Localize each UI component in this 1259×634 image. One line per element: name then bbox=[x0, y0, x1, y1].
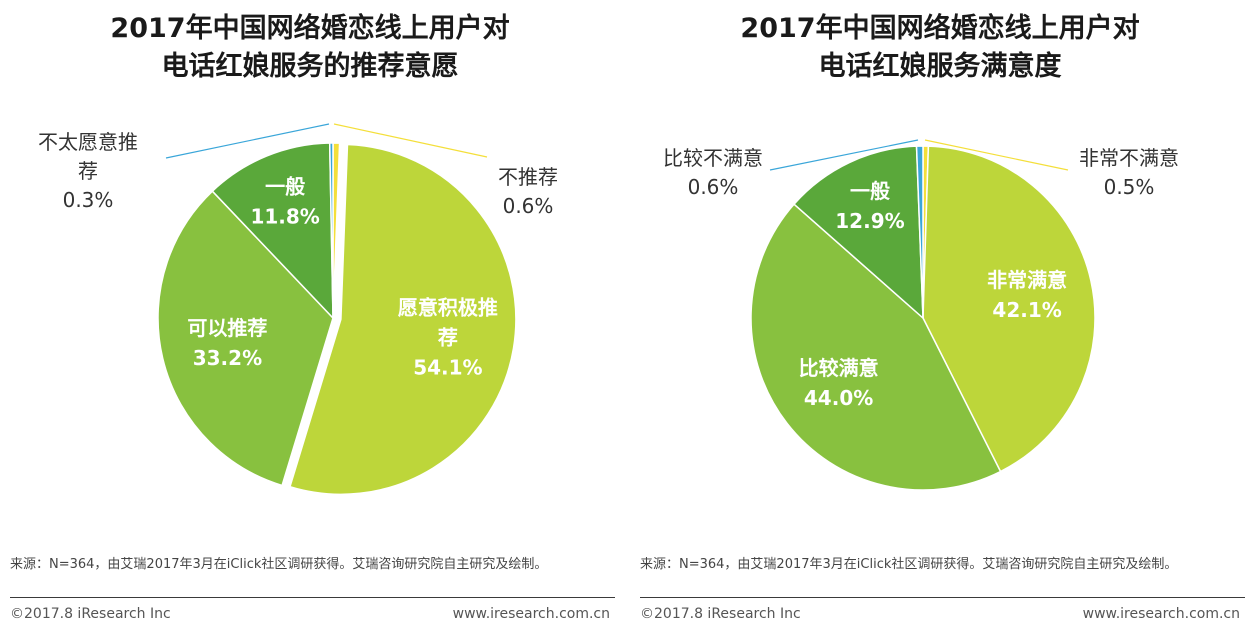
footer-divider bbox=[10, 597, 615, 598]
source-note: 来源：N=364，由艾瑞2017年3月在iClick社区调研获得。艾瑞咨询研究院… bbox=[10, 557, 548, 572]
copyright-text: ©2017.8 iResearch Inc bbox=[640, 606, 801, 622]
slice-label-0: 不推荐 0.6% bbox=[498, 165, 558, 218]
slice-label-3: 一般 11.8% bbox=[250, 174, 319, 228]
website-link[interactable]: www.iresearch.com.cn bbox=[452, 606, 610, 622]
pie-slice-3 bbox=[211, 142, 334, 320]
pie-slice-0 bbox=[332, 142, 341, 319]
slice-label-1: 非常满意 42.1% bbox=[987, 268, 1067, 322]
chart-panel-recommend: 2017年中国网络婚恋线上用户对 电话红娘服务的推荐意愿 不推荐 0.6% 愿意积极… bbox=[0, 0, 629, 634]
slice-label-2: 比较满意 44.0% bbox=[799, 356, 879, 410]
chart-title-line1: 2017年中国网络婚恋线上用户对 bbox=[110, 13, 510, 44]
chart-title-line1: 2017年中国网络婚恋线上用户对 bbox=[740, 13, 1140, 44]
leader-line-0 bbox=[333, 123, 488, 158]
pie-chart-recommend: 不推荐 0.6% 愿意积极推荐 54.1% 可以推荐 33.2% 一般 11.8% 不太愿意推荐… bbox=[38, 123, 558, 496]
pie-slice-4 bbox=[328, 142, 334, 319]
slice-label-4: 不太愿意推荐 0.3% bbox=[38, 130, 138, 212]
pie-slice-1 bbox=[922, 145, 1096, 473]
slice-label-0: 非常不满意 0.5% bbox=[1079, 146, 1179, 199]
leader-line-4 bbox=[769, 139, 919, 171]
website-link[interactable]: www.iresearch.com.cn bbox=[1082, 606, 1240, 622]
chart-title: 2017年中国网络婚恋线上用户对 电话红娘服务满意度 bbox=[630, 10, 1250, 86]
pie-slice-3 bbox=[793, 145, 924, 320]
chart-title-line2: 电话红娘服务的推荐意愿 bbox=[161, 51, 459, 82]
slice-label-1: 愿意积极推荐 54.1% bbox=[398, 295, 498, 379]
chart-title: 2017年中国网络婚恋线上用户对 电话红娘服务的推荐意愿 bbox=[0, 10, 620, 86]
slice-label-4: 比较不满意 0.6% bbox=[663, 146, 763, 199]
pie-slice-1 bbox=[289, 143, 517, 496]
pie-slice-2 bbox=[157, 190, 334, 487]
chart-panel-satisfaction: 2017年中国网络婚恋线上用户对 电话红娘服务满意度 非常不满意 0.5% 非常满意… bbox=[630, 0, 1259, 634]
chart-title-line2: 电话红娘服务满意度 bbox=[818, 51, 1062, 82]
copyright-text: ©2017.8 iResearch Inc bbox=[10, 606, 171, 622]
leader-line-4 bbox=[165, 123, 330, 159]
pie-chart-satisfaction: 非常不满意 0.5% 非常满意 42.1% 比较满意 44.0% 一般 12.9% 比较不满意 0… bbox=[663, 139, 1179, 491]
slice-label-2: 可以推荐 33.2% bbox=[187, 316, 267, 370]
source-note: 来源：N=364，由艾瑞2017年3月在iClick社区调研获得。艾瑞咨询研究院… bbox=[640, 557, 1178, 572]
slice-label-3: 一般 12.9% bbox=[835, 179, 904, 233]
pie-slice-2 bbox=[750, 203, 1002, 491]
footer-divider bbox=[640, 597, 1245, 598]
leader-line-0 bbox=[924, 139, 1069, 171]
pie-slice-4 bbox=[915, 145, 924, 319]
